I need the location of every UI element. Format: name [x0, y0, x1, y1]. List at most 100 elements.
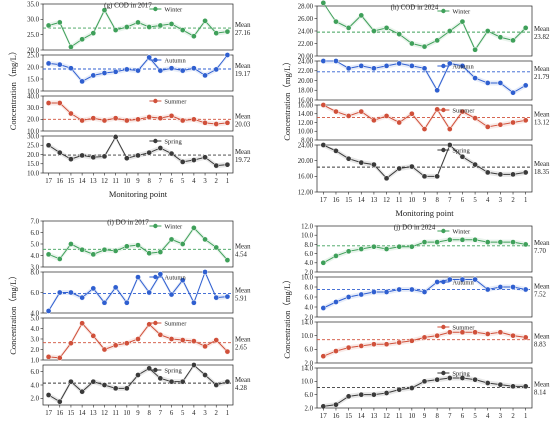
- data-point: [434, 37, 440, 44]
- data-point: [421, 173, 428, 180]
- data-point: [383, 113, 390, 119]
- data-point: [179, 159, 186, 165]
- y-tick-label: 14.0: [301, 365, 313, 372]
- data-point: [522, 25, 529, 31]
- data-point: [320, 58, 327, 64]
- panel-frame: [42, 3, 234, 51]
- x-axis-label: Monitoring point: [109, 189, 168, 199]
- data-point: [101, 70, 108, 76]
- y-tick-label: 25.0: [27, 32, 39, 39]
- y-axis-label: Concentration（mg/L）: [282, 275, 292, 359]
- data-point: [123, 117, 130, 124]
- y-tick-label: 8.0: [305, 284, 314, 291]
- data-point: [157, 145, 164, 151]
- y-tick-label: 6.0: [305, 251, 314, 258]
- data-point: [434, 239, 440, 245]
- y-tick-label: 10.0: [301, 333, 313, 340]
- x-tick-label: 5: [181, 178, 185, 185]
- data-point: [333, 58, 339, 64]
- mean-label: Mean: [235, 149, 251, 156]
- y-tick-label: 10.0: [301, 379, 313, 386]
- data-point: [345, 155, 352, 162]
- x-tick-label: 4: [192, 410, 196, 417]
- data-point: [345, 65, 352, 72]
- x-tick-label: 6: [170, 410, 174, 417]
- data-point: [202, 72, 208, 79]
- y-axis-label: Concentration（mg/L）: [282, 57, 292, 141]
- panel-frame: [316, 144, 533, 193]
- data-point: [320, 353, 327, 360]
- data-point: [146, 114, 153, 120]
- legend-marker: [441, 324, 446, 330]
- data-point: [484, 28, 491, 34]
- data-point: [383, 341, 390, 348]
- x-tick-label: 17: [45, 410, 52, 417]
- data-point: [522, 82, 529, 89]
- data-point: [421, 239, 428, 245]
- data-point: [358, 246, 365, 252]
- y-tick-label: 10.0: [27, 88, 39, 95]
- data-point: [371, 161, 377, 168]
- data-point: [484, 80, 491, 86]
- y-tick-label: 6.0: [305, 347, 314, 354]
- y-tick-label: 4.0: [31, 326, 40, 333]
- x-tick-label: 13: [371, 197, 378, 204]
- data-point: [112, 385, 119, 392]
- y-tick-label: 6.0: [31, 290, 40, 297]
- data-point: [157, 67, 164, 74]
- data-point: [409, 110, 415, 117]
- x-tick-label: 11: [112, 410, 119, 417]
- data-point: [191, 338, 197, 344]
- data-point: [333, 401, 339, 408]
- data-point: [202, 236, 208, 243]
- data-point: [459, 108, 466, 115]
- data-point: [409, 63, 415, 69]
- data-point: [510, 239, 516, 245]
- data-point: [179, 67, 186, 74]
- data-point: [68, 378, 74, 385]
- data-point: [135, 372, 141, 378]
- legend-label: Spring: [452, 370, 470, 377]
- data-point: [224, 257, 231, 263]
- data-point: [224, 378, 231, 385]
- data-point: [358, 159, 365, 166]
- data-point: [202, 372, 208, 378]
- legend-marker: [441, 370, 446, 376]
- data-point: [434, 106, 440, 113]
- legend-label: Spring: [164, 367, 182, 374]
- data-point: [371, 28, 377, 34]
- data-point: [383, 246, 390, 252]
- data-point: [146, 289, 153, 296]
- chart-1: 20.0022.0024.0026.0028.00WinterMean23.82…: [282, 0, 550, 218]
- data-point: [333, 18, 339, 25]
- data-point: [409, 385, 415, 391]
- x-tick-label: 8: [147, 410, 151, 417]
- y-tick-label: 25.0: [27, 52, 39, 59]
- data-point: [157, 22, 164, 29]
- y-tick-label: 24.00: [298, 28, 314, 35]
- data-point: [146, 54, 153, 61]
- data-point: [45, 22, 52, 29]
- data-point: [497, 34, 504, 41]
- x-tick-label: 9: [423, 197, 427, 204]
- y-tick-label: 4.0: [31, 382, 40, 389]
- data-point: [522, 241, 529, 248]
- data-point: [213, 66, 220, 73]
- panel-frame: [316, 276, 533, 318]
- data-point: [112, 68, 119, 75]
- x-tick-label: 14: [358, 197, 365, 204]
- data-point: [497, 171, 504, 178]
- data-point: [56, 149, 63, 156]
- data-point: [45, 308, 52, 314]
- y-tick-label: 12.00: [298, 189, 314, 196]
- data-point: [168, 150, 175, 157]
- mean-value: 23.82: [534, 34, 550, 41]
- data-point: [213, 382, 220, 388]
- x-tick-label: 17: [45, 178, 52, 185]
- legend-label: Autumn: [452, 279, 474, 286]
- data-point: [358, 108, 365, 115]
- x-tick-label: 13: [90, 178, 97, 185]
